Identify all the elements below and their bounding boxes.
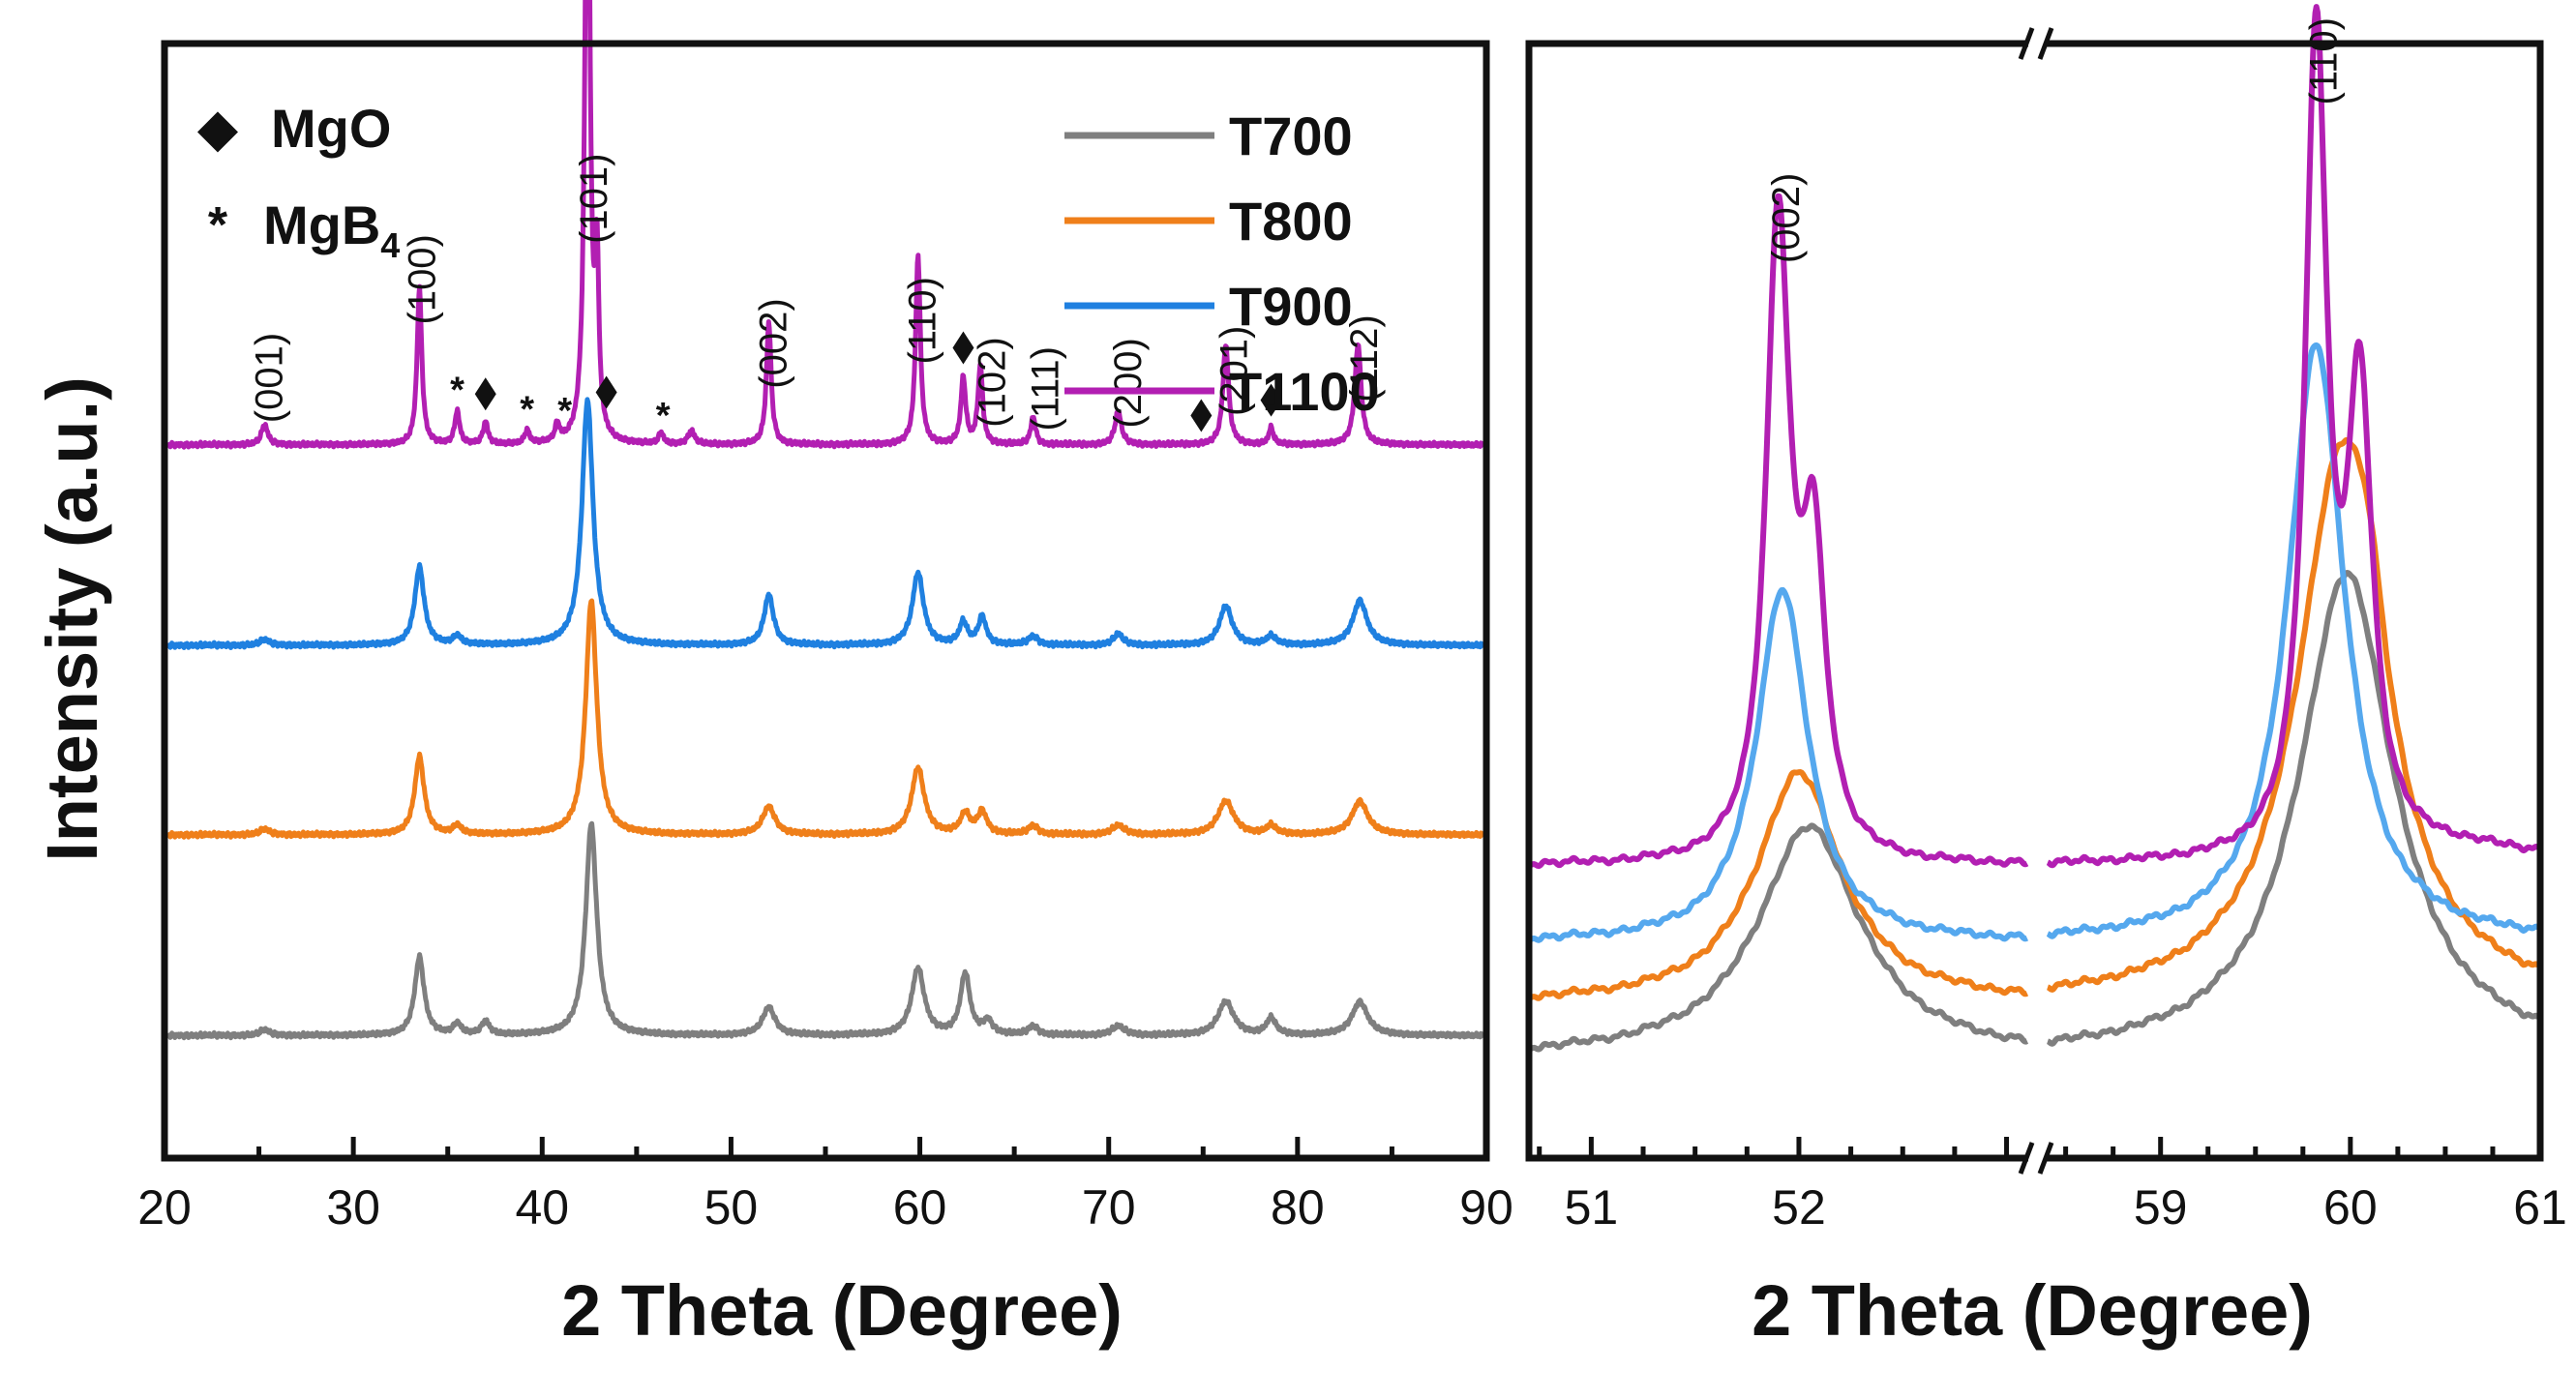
- x-tick-label: 30: [326, 1180, 380, 1235]
- mgo-marker: [595, 375, 617, 409]
- peak-label: (101): [573, 154, 615, 244]
- peak-label: (102): [972, 337, 1014, 427]
- right-panel-ticks: 51 52 59 60 61: [1537, 1137, 2567, 1235]
- x-tick-label: 70: [1082, 1180, 1136, 1235]
- left-panel-ticks: 20 30 40 50 60 70 80 90: [137, 1137, 1513, 1235]
- x-tick-label: 60: [893, 1180, 947, 1235]
- zoom-series-line-T900: [2046, 342, 2541, 939]
- mgo-marker: [1190, 399, 1213, 432]
- series-line-T700: [165, 820, 1485, 1041]
- mgo-legend-label: MgO: [271, 98, 391, 159]
- phase-legend: ◆ MgO * MgB4: [197, 98, 400, 265]
- mgb4-marker: *: [520, 390, 534, 431]
- y-axis-label: Intensity (a.u.): [32, 376, 112, 862]
- mgb4-marker: *: [450, 371, 464, 411]
- x-axis-label-right: 2 Theta (Degree): [1752, 1270, 2313, 1351]
- zoom-series-line-T900: [1528, 586, 2029, 943]
- series-legend: T700 T800 T900 T1100: [1064, 105, 1380, 422]
- zoom-peak-label: (110): [2302, 17, 2345, 104]
- axis-break-slash: [2018, 1142, 2035, 1175]
- mgo-marker: [952, 331, 974, 365]
- mgb4-marker: *: [656, 396, 671, 436]
- axis-break-slash: [2018, 27, 2035, 60]
- x-tick-label: 50: [704, 1180, 759, 1235]
- legend-label-T800: T800: [1229, 191, 1353, 252]
- zoom-x-tick-label: 52: [1772, 1180, 1826, 1235]
- x-tick-label: 90: [1459, 1180, 1513, 1235]
- x-tick-label: 20: [137, 1180, 192, 1235]
- left-panel-marks: (001) (100) (101) (002) (110) (102) (111) (200)…: [248, 154, 1386, 437]
- zoom-series-line-T800: [1528, 769, 2029, 1001]
- axis-breaks: [2018, 27, 2054, 1175]
- mgb4-legend-base: MgB: [263, 194, 380, 255]
- series-line-T900: [165, 397, 1485, 650]
- left-panel-series: [165, 0, 1485, 1041]
- zoom-series-line-T700: [1528, 822, 2029, 1053]
- mgb4-legend-subscript: 4: [380, 225, 400, 265]
- zoom-x-tick-label: 61: [2513, 1180, 2567, 1235]
- mgb4-legend-symbol: *: [208, 197, 228, 253]
- right-panel-marks: (002) (110): [1765, 17, 2345, 263]
- mgo-marker: [1260, 383, 1282, 417]
- peak-label: (111): [1024, 346, 1066, 431]
- axis-break-slash: [2037, 1142, 2054, 1175]
- zoom-x-tick-label: 51: [1565, 1180, 1619, 1235]
- series-line-T1100: [165, 0, 1485, 450]
- mgo-marker: [474, 377, 496, 411]
- zoom-series-line-T700: [2046, 570, 2541, 1047]
- peak-label: (001): [248, 333, 290, 423]
- mgb4-legend-label: MgB4: [263, 194, 400, 265]
- peak-label: (002): [752, 298, 794, 388]
- peak-label: (110): [902, 277, 944, 364]
- peak-label: (200): [1107, 338, 1150, 428]
- legend-label-T1100: T1100: [1229, 361, 1380, 422]
- peak-label: (100): [401, 234, 443, 324]
- mgb4-marker: *: [557, 391, 572, 432]
- legend-label-T700: T700: [1229, 105, 1353, 166]
- series-line-T800: [165, 598, 1485, 840]
- legend-label-T900: T900: [1229, 276, 1353, 337]
- axis-break-slash: [2037, 27, 2054, 60]
- x-tick-label: 80: [1271, 1180, 1325, 1235]
- zoom-series-line-T1100: [1528, 193, 2029, 870]
- peak-label: (112): [1343, 314, 1386, 402]
- x-axis-label-left: 2 Theta (Degree): [561, 1270, 1123, 1351]
- mgo-legend-symbol: ◆: [197, 101, 238, 157]
- x-tick-label: 40: [515, 1180, 569, 1235]
- zoom-peak-label: (002): [1765, 173, 1808, 263]
- zoom-x-tick-label: 60: [2323, 1180, 2378, 1235]
- right-panel-series: [1528, 4, 2541, 1053]
- zoom-series-line-T1100: [2046, 4, 2541, 869]
- peak-label: (201): [1213, 326, 1256, 416]
- right-plot-frame: [1525, 40, 2544, 1162]
- zoom-x-tick-label: 59: [2134, 1180, 2188, 1235]
